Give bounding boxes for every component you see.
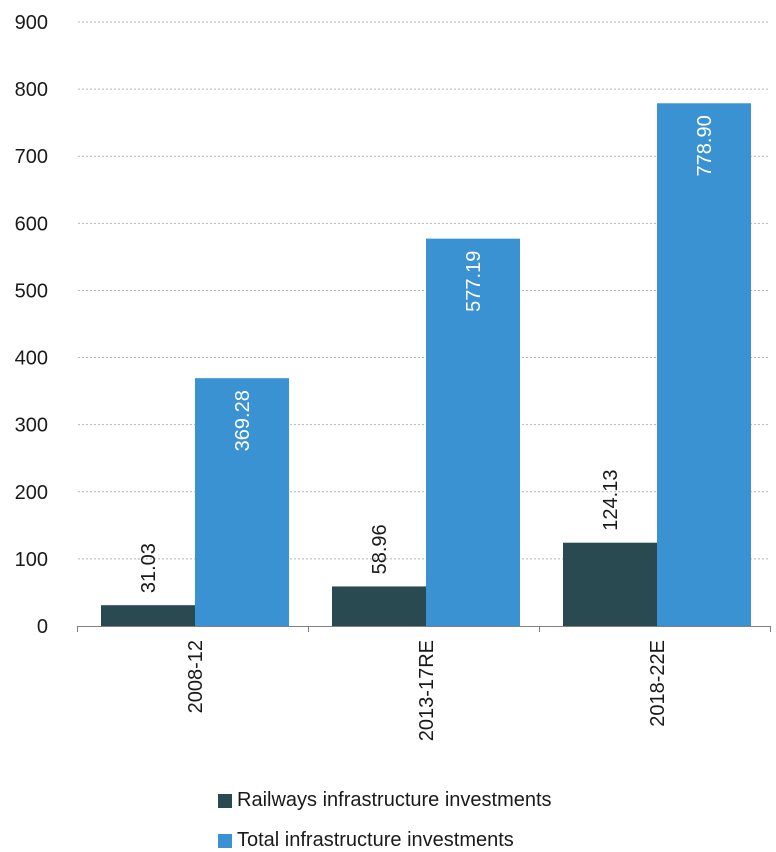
- data-label: 369.28: [232, 390, 254, 451]
- y-axis: 0 100 200 300 400 500 600 700 800 900: [15, 12, 48, 638]
- x-axis: 2008-12 2013-17RE 2018-22E: [77, 626, 771, 741]
- bar: [657, 103, 751, 627]
- y-tick-label: 700: [15, 146, 48, 168]
- y-tick-label: 200: [15, 482, 48, 504]
- x-tick-label: 2008-12: [185, 640, 207, 713]
- data-label: 778.90: [694, 115, 716, 176]
- y-tick-label: 100: [15, 549, 48, 571]
- gridlines: [78, 21, 770, 560]
- data-label: 124.13: [600, 470, 622, 531]
- y-tick-label: 600: [15, 213, 48, 235]
- y-tick-label: 0: [37, 616, 48, 638]
- legend-swatch-total: [218, 833, 232, 848]
- y-tick-label: 500: [15, 280, 48, 302]
- y-tick-label: 800: [15, 79, 48, 101]
- legend-label-railways: Railways infrastructure investments: [237, 789, 552, 811]
- data-labels: 31.03 369.28 58.96 577.19 124.13 778.90: [138, 115, 716, 593]
- bar-chart: 0 100 200 300 400 500 600 700 800 900 2008-12 2013…: [15, 12, 771, 741]
- bar: [426, 238, 520, 627]
- x-tick-label: 2013-17RE: [416, 640, 438, 741]
- bars: [101, 103, 751, 627]
- data-label: 31.03: [138, 543, 160, 593]
- data-label: 577.19: [463, 251, 485, 312]
- legend-item-total: Total infrastructure investments: [218, 829, 514, 852]
- legend-item-railways: Railways infrastructure investments: [218, 789, 552, 812]
- bar: [332, 586, 426, 626]
- bar: [563, 542, 657, 626]
- x-tick-label: 2018-22E: [647, 640, 669, 727]
- y-tick-label: 400: [15, 348, 48, 370]
- data-label: 58.96: [369, 524, 391, 574]
- legend-label-total: Total infrastructure investments: [237, 829, 514, 851]
- y-tick-label: 900: [15, 12, 48, 34]
- bar: [101, 605, 195, 626]
- legend-swatch-railways: [218, 793, 232, 808]
- y-tick-label: 300: [15, 415, 48, 437]
- bar: [195, 378, 289, 626]
